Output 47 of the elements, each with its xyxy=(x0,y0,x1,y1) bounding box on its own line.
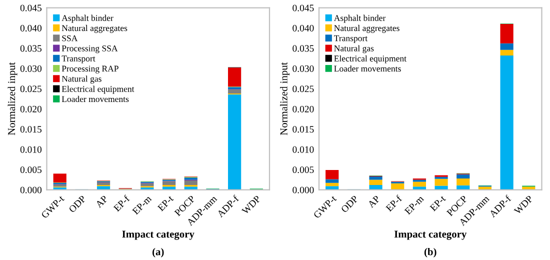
legend-label: Electrical equipment xyxy=(334,55,406,64)
y-tick-label: 0.000 xyxy=(20,186,42,194)
y-tick-label: 0.025 xyxy=(292,86,314,92)
text: (a) xyxy=(152,248,164,258)
y-tick-label: 0.005 xyxy=(20,166,42,174)
x-tick-label: ODP xyxy=(68,195,86,213)
y-axis-title: Normalized input xyxy=(8,62,18,136)
legend-label: SSA xyxy=(62,35,78,42)
y-tick-label: 0.015 xyxy=(20,126,42,133)
y-tick-label: 0.020 xyxy=(20,106,42,112)
x-tick-label: ODP xyxy=(340,195,359,213)
legend-label: Loader movements xyxy=(62,96,129,102)
x-tick-label: EP-t xyxy=(430,194,446,212)
y-tick-label: 0.005 xyxy=(292,166,314,174)
y-tick-label: 0.030 xyxy=(292,65,314,72)
legend-label: Electrical equipment xyxy=(62,86,134,94)
y-tick-label: 0.015 xyxy=(292,126,314,133)
legend-label: Loader movements xyxy=(334,65,401,72)
y-axis-title: Normalized input xyxy=(280,62,290,136)
legend-label: Transport xyxy=(62,56,96,64)
y-tick-label: 0.000 xyxy=(292,186,314,194)
x-axis-title: Impact category xyxy=(394,230,467,240)
legend-label: Natural gas xyxy=(62,76,102,84)
legend-label: Processing RAP xyxy=(62,66,118,74)
y-tick-label: 0.030 xyxy=(20,65,42,72)
y-tick-label: 0.045 xyxy=(292,4,314,12)
y-tick-label: 0.010 xyxy=(292,146,314,153)
legend-label: Natural aggregates xyxy=(62,24,128,33)
x-tick-label: EP-t xyxy=(157,194,174,212)
legend-label: Natural gas xyxy=(334,45,374,54)
y-tick-label: 0.010 xyxy=(20,146,42,153)
legend-label: Natural aggregates xyxy=(334,24,400,33)
y-tick-label: 0.025 xyxy=(20,86,42,92)
x-axis-title: Impact category xyxy=(122,230,194,240)
legend-label: Transport xyxy=(334,35,368,44)
x-tick-label: AP xyxy=(367,195,380,208)
y-tick-label: 0.040 xyxy=(20,24,42,32)
legend-label: Processing SSA xyxy=(62,45,118,54)
y-tick-label: 0.035 xyxy=(292,45,314,52)
text: (b) xyxy=(424,248,436,258)
y-tick-label: 0.035 xyxy=(20,45,42,52)
legend-label: Asphalt binder xyxy=(62,14,114,23)
y-tick-label: 0.020 xyxy=(292,106,314,112)
y-tick-label: 0.045 xyxy=(20,4,42,12)
x-tick-label: AP xyxy=(95,195,108,208)
legend-label: Asphalt binder xyxy=(334,14,386,23)
y-tick-label: 0.040 xyxy=(292,24,314,32)
